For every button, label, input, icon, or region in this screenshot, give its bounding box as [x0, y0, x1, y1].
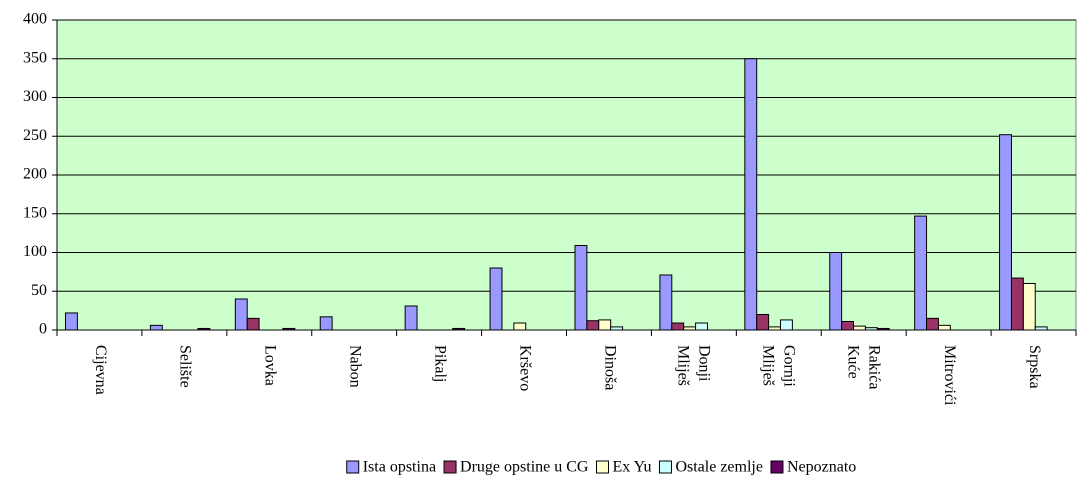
x-tick-label: Krševo — [516, 345, 533, 391]
x-tick-label: RakićaKuće — [845, 345, 883, 389]
bar — [489, 267, 503, 331]
y-tick-label: 300 — [23, 88, 47, 105]
y-tick-label: 0 — [39, 321, 47, 338]
bar — [404, 305, 418, 331]
x-tick-label: Dinoša — [601, 345, 618, 390]
x-tick-label: Nabon — [347, 345, 364, 388]
bar — [1034, 326, 1048, 331]
x-tick-label: Pikalj — [431, 345, 448, 382]
legend-label: Ostale zemlje — [675, 459, 763, 476]
bar — [683, 326, 697, 331]
bar — [914, 215, 928, 331]
y-tick-label: 350 — [23, 49, 47, 66]
bar — [744, 58, 758, 331]
bar — [779, 319, 793, 331]
bar — [197, 327, 211, 331]
legend-swatch — [658, 460, 672, 474]
bar — [876, 327, 890, 331]
bar — [999, 134, 1012, 331]
y-tick-label: 200 — [23, 166, 47, 183]
legend: Ista opstina Druge opstine u CG Ex Yu Ostal… — [346, 459, 856, 476]
bar — [1022, 283, 1036, 331]
x-tick-label: Mitrovići — [941, 345, 958, 406]
y-tick-label: 400 — [23, 11, 47, 28]
bar — [853, 325, 866, 331]
y-tick-label: 50 — [31, 282, 47, 299]
bar — [246, 317, 260, 331]
x-tick-label: Cijevna — [92, 345, 109, 395]
legend-swatch — [770, 460, 784, 474]
bar — [319, 316, 333, 331]
bar — [864, 327, 878, 331]
bar — [937, 324, 951, 331]
legend-label: Ista opstina — [363, 459, 436, 476]
y-tick-label: 150 — [23, 204, 47, 221]
bar — [659, 274, 673, 331]
bar — [574, 245, 588, 331]
bar — [452, 327, 466, 331]
legend-label: Ex Yu — [612, 459, 651, 476]
legend-swatch — [595, 460, 609, 474]
bar — [586, 320, 600, 331]
bar — [926, 317, 939, 331]
x-tick-label: Lovka — [262, 345, 279, 386]
bar — [282, 327, 296, 331]
legend-swatch — [443, 460, 457, 474]
y-tick-label: 250 — [23, 127, 47, 144]
bar — [598, 319, 612, 331]
x-tick-label: GornjiMliješ — [760, 345, 798, 387]
legend-label: Druge opstine u CG — [460, 459, 589, 476]
bar — [768, 326, 781, 331]
bar — [1010, 277, 1024, 331]
bar — [64, 312, 78, 331]
bar — [513, 322, 527, 331]
bar — [695, 322, 708, 331]
bar — [149, 324, 163, 331]
legend-label: Nepoznato — [787, 459, 856, 476]
bar — [756, 314, 770, 331]
x-tick-label: DonjiMliješ — [675, 345, 713, 386]
bar — [671, 322, 685, 331]
bar — [234, 298, 248, 331]
x-tick-label: Srpska — [1026, 345, 1043, 389]
bar — [829, 252, 843, 331]
y-tick-label: 100 — [23, 243, 47, 260]
legend-swatch — [346, 460, 360, 474]
x-tick-label: Selište — [177, 345, 194, 388]
bar — [841, 320, 855, 331]
bar — [610, 326, 624, 331]
